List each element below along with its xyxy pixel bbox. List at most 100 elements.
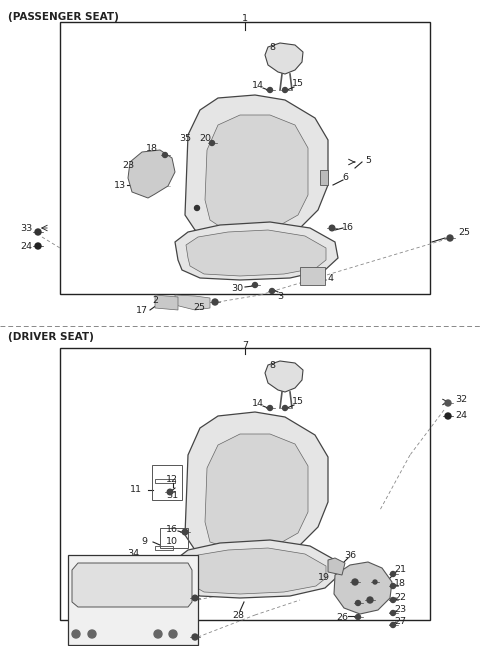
Circle shape [391,572,396,576]
Circle shape [182,529,188,535]
Bar [300,267,325,285]
Text: 12: 12 [166,475,178,484]
Text: 32: 32 [455,395,467,404]
Text: 35: 35 [179,134,191,143]
Text: 23: 23 [394,605,406,614]
Circle shape [373,580,377,584]
Circle shape [35,229,41,235]
Bar [60,348,430,620]
Text: 27: 27 [394,618,406,627]
Text: 22: 22 [394,592,406,601]
Circle shape [445,400,451,406]
Circle shape [356,601,360,605]
Text: 17: 17 [136,306,148,315]
Circle shape [445,413,451,419]
Text: 8: 8 [269,43,275,52]
Polygon shape [175,295,210,310]
Text: 15: 15 [292,397,304,406]
Text: 5: 5 [365,156,371,165]
Polygon shape [185,95,328,245]
Circle shape [194,205,200,211]
Circle shape [192,595,198,601]
Circle shape [167,489,173,495]
Circle shape [212,299,218,305]
Bar [160,528,188,548]
Bar [60,22,430,294]
Bar [155,479,175,483]
Text: 2: 2 [152,295,158,304]
Circle shape [169,630,177,638]
Bar [155,546,173,550]
Text: 18: 18 [394,579,406,587]
Circle shape [192,634,198,640]
Text: 11: 11 [130,486,142,494]
Circle shape [154,630,162,638]
Text: 7: 7 [242,340,248,349]
Text: (DRIVER SEAT): (DRIVER SEAT) [8,332,94,342]
Polygon shape [175,540,338,598]
Text: 4: 4 [327,273,333,282]
Circle shape [283,87,288,92]
Circle shape [391,623,396,627]
Circle shape [391,598,396,603]
Circle shape [391,583,396,589]
Text: 3: 3 [277,291,283,300]
Text: 21: 21 [394,565,406,574]
Circle shape [391,610,396,616]
Text: 36: 36 [344,550,356,559]
Text: 10: 10 [166,537,178,547]
Text: 25: 25 [458,227,470,236]
Circle shape [163,152,168,158]
Circle shape [72,630,80,638]
Circle shape [352,579,358,585]
Polygon shape [205,434,308,550]
Text: 18: 18 [146,143,158,152]
Polygon shape [175,222,338,280]
Text: 34: 34 [127,548,139,557]
Text: 26: 26 [336,612,348,621]
Bar [320,170,328,185]
Polygon shape [328,558,345,575]
Polygon shape [265,43,303,74]
Polygon shape [186,548,326,594]
Text: 1: 1 [242,14,248,23]
Text: 16: 16 [342,222,354,231]
Text: 15: 15 [292,79,304,87]
Text: (PASSENGER SEAT): (PASSENGER SEAT) [8,12,119,22]
Text: 29: 29 [166,598,178,607]
Text: 17: 17 [166,616,178,625]
Polygon shape [205,115,308,232]
Circle shape [356,614,360,620]
Text: 23: 23 [122,160,134,169]
Text: 24: 24 [20,242,32,251]
Text: 25: 25 [171,632,183,641]
Text: 33: 33 [20,224,32,233]
Circle shape [283,406,288,410]
Polygon shape [155,295,178,310]
Text: 14: 14 [252,399,264,408]
Text: 30: 30 [231,284,243,293]
Polygon shape [186,230,326,276]
Circle shape [447,235,453,241]
Polygon shape [334,562,392,614]
Circle shape [367,597,373,603]
Text: 31: 31 [166,492,178,501]
Circle shape [329,225,335,231]
Text: 19: 19 [318,574,330,583]
Circle shape [252,282,257,287]
Text: 28: 28 [232,610,244,620]
Circle shape [209,140,215,145]
Bar [68,555,198,645]
Circle shape [35,243,41,249]
Bar [152,465,182,500]
Circle shape [267,87,273,92]
Text: 16: 16 [166,525,178,534]
Text: 6: 6 [342,172,348,182]
Circle shape [267,406,273,410]
Text: 13: 13 [114,180,126,189]
Text: 25: 25 [193,302,205,311]
Text: 24: 24 [455,412,467,421]
Text: 14: 14 [252,81,264,90]
Text: 8: 8 [269,360,275,370]
Circle shape [269,289,275,293]
